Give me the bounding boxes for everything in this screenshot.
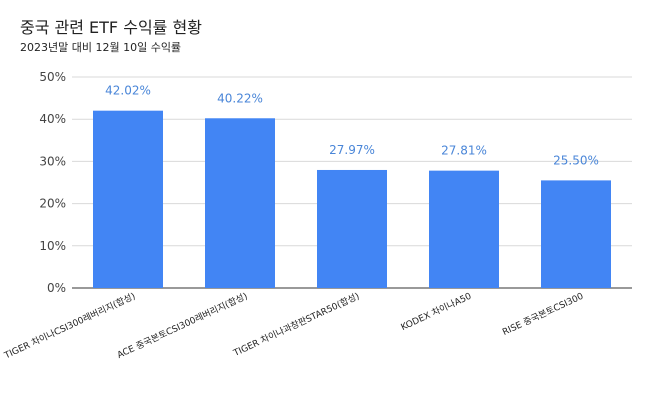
x-tick-label: RISE 중국본토CSI300 [501, 291, 586, 338]
y-tick-label: 10% [39, 239, 66, 253]
y-tick-label: 40% [39, 112, 66, 126]
data-label: 27.81% [441, 144, 487, 158]
bar [317, 169, 387, 288]
y-tick-label: 30% [39, 154, 66, 168]
bar [93, 110, 163, 288]
chart-subtitle: 2023년말 대비 12월 10일 수익률 [20, 41, 182, 54]
data-label: 42.02% [105, 84, 151, 98]
data-label: 25.50% [553, 153, 599, 167]
y-tick-label: 50% [39, 70, 66, 84]
chart-title: 중국 관련 ETF 수익률 현황 [20, 18, 202, 37]
y-tick-label: 20% [39, 197, 66, 211]
data-label: 40.22% [217, 91, 263, 105]
y-tick-label: 0% [47, 281, 66, 295]
data-label: 27.97% [329, 143, 375, 157]
bar [541, 180, 611, 288]
bar [205, 118, 275, 288]
x-tick-label: KODEX 차이나A50 [399, 290, 474, 333]
x-tick-label: TIGER 차이나과창판STAR50(합성) [231, 290, 362, 359]
bar [429, 170, 499, 288]
